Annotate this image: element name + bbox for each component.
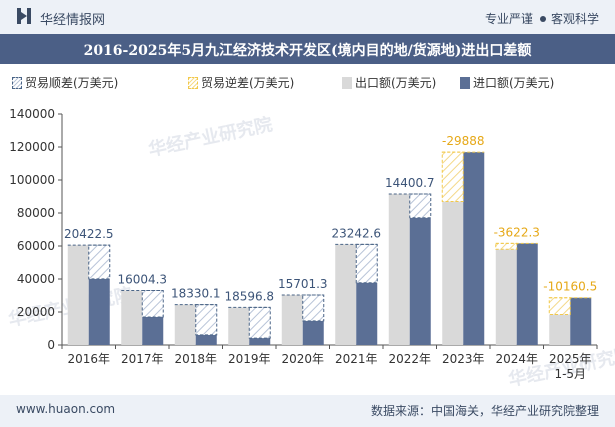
import-bar xyxy=(302,320,324,345)
deficit-bar xyxy=(441,151,464,202)
legend-item-import: 进口额(万美元) xyxy=(460,74,554,91)
legend-label-export: 出口额(万美元) xyxy=(355,76,437,90)
surplus-bar xyxy=(302,294,325,322)
y-tick-label: 0 xyxy=(47,338,55,352)
chart-title: 2016-2025年5月九江经济技术开发区(境内目的地/货源地)进出口差额 xyxy=(83,43,532,59)
export-bar xyxy=(281,295,303,345)
legend-swatch-export xyxy=(342,77,352,89)
y-tick-label: 100000 xyxy=(9,173,55,187)
import-bar xyxy=(409,217,431,345)
data-labels-layer: 20422.5 16004.3 18330.1 18596.8 15701.3 23242… xyxy=(64,134,597,303)
chart-plot: 华经产业研究院华经产业研究院华经产业研究院 020000400006000080… xyxy=(6,107,615,391)
export-bar xyxy=(121,290,143,345)
import-bar xyxy=(88,278,110,345)
footer: www.huaon.com 数据来源：中国海关，华经产业研究院整理 xyxy=(0,395,615,427)
x-tick-label: 2024年 xyxy=(495,352,538,366)
site-name: 华经情报网 xyxy=(40,13,106,28)
import-bar xyxy=(249,338,271,345)
legend-swatch-import xyxy=(460,77,470,89)
x-tick-label: 2025年 xyxy=(549,352,592,366)
title-bar: 2016-2025年5月九江经济技术开发区(境内目的地/货源地)进出口差额 xyxy=(0,34,615,64)
bars-layer xyxy=(67,151,592,345)
tagline-left: 专业严谨 xyxy=(484,12,533,26)
top-bar: 华经情报网 专业严谨 客观科学 xyxy=(0,0,615,34)
export-bar xyxy=(388,194,410,345)
watermark-text: 华经产业研究院 xyxy=(146,113,274,161)
y-tick-label: 140000 xyxy=(9,107,55,121)
x-tick-label: 2016年 xyxy=(67,352,110,366)
data-label: 20422.5 xyxy=(64,227,114,241)
data-label: 18330.1 xyxy=(171,287,221,301)
data-label: -3622.3 xyxy=(494,225,540,239)
y-tick-label: 120000 xyxy=(9,140,55,154)
tagline: 专业严谨 客观科学 xyxy=(485,10,599,27)
data-label: -10160.5 xyxy=(543,280,597,294)
data-label: 23242.6 xyxy=(331,226,381,240)
legend-item-surplus: 贸易顺差(万美元) xyxy=(12,74,118,91)
export-bar xyxy=(228,307,250,345)
x-tick-label: 2019年 xyxy=(228,352,271,366)
export-bar xyxy=(549,314,571,345)
x-tick-label: 2021年 xyxy=(335,352,378,366)
data-label: 18596.8 xyxy=(224,289,274,303)
surplus-bar xyxy=(141,290,164,318)
export-bar xyxy=(335,244,357,345)
x-tick-label: 2018年 xyxy=(174,352,217,366)
legend-swatch-surplus xyxy=(12,77,22,89)
surplus-bar xyxy=(409,193,432,219)
import-bar xyxy=(516,243,538,345)
import-bar xyxy=(356,282,378,345)
logo-icon xyxy=(17,8,31,24)
tagline-right: 客观科学 xyxy=(550,12,599,26)
x-tick-label: 2022年 xyxy=(388,352,431,366)
surplus-bar xyxy=(195,304,218,336)
import-bar xyxy=(195,334,217,345)
surplus-bar xyxy=(88,244,111,280)
x-tick-label: 2023年 xyxy=(442,352,485,366)
export-bar xyxy=(174,304,196,345)
dot-separator-icon xyxy=(539,16,546,22)
legend-item-deficit: 贸易逆差(万美元) xyxy=(188,74,294,91)
import-bar xyxy=(142,316,164,345)
y-tick-label: 80000 xyxy=(17,206,55,220)
x-tick-label: 1-5月 xyxy=(554,367,586,381)
footer-site: www.huaon.com xyxy=(16,402,116,416)
legend-item-export: 出口额(万美元) xyxy=(342,74,436,91)
export-bar xyxy=(442,201,464,345)
y-tick-label: 60000 xyxy=(17,239,55,253)
footer-source: 数据来源：中国海关，华经产业研究院整理 xyxy=(370,404,599,418)
import-bar xyxy=(463,152,485,345)
chart-legend: 贸易顺差(万美元) 贸易逆差(万美元) 出口额(万美元) 进口额(万美元) xyxy=(12,72,612,92)
legend-label-surplus: 贸易顺差(万美元) xyxy=(25,76,119,90)
deficit-bar xyxy=(495,242,518,250)
x-tick-label: 2020年 xyxy=(281,352,324,366)
deficit-bar xyxy=(548,297,571,315)
data-label: 14400.7 xyxy=(385,176,435,190)
y-tick-label: 40000 xyxy=(17,272,55,286)
import-bar xyxy=(570,297,592,345)
surplus-bar xyxy=(355,243,378,284)
data-label: -29888 xyxy=(442,134,485,148)
legend-label-deficit: 贸易逆差(万美元) xyxy=(201,76,295,90)
legend-swatch-deficit xyxy=(188,77,198,89)
export-bar xyxy=(495,249,517,345)
surplus-bar xyxy=(248,306,271,339)
x-tick-label: 2017年 xyxy=(121,352,164,366)
y-tick-label: 20000 xyxy=(17,305,55,319)
legend-label-import: 进口额(万美元) xyxy=(473,76,555,90)
data-label: 16004.3 xyxy=(117,273,167,287)
data-label: 15701.3 xyxy=(278,277,328,291)
export-bar xyxy=(67,245,89,345)
